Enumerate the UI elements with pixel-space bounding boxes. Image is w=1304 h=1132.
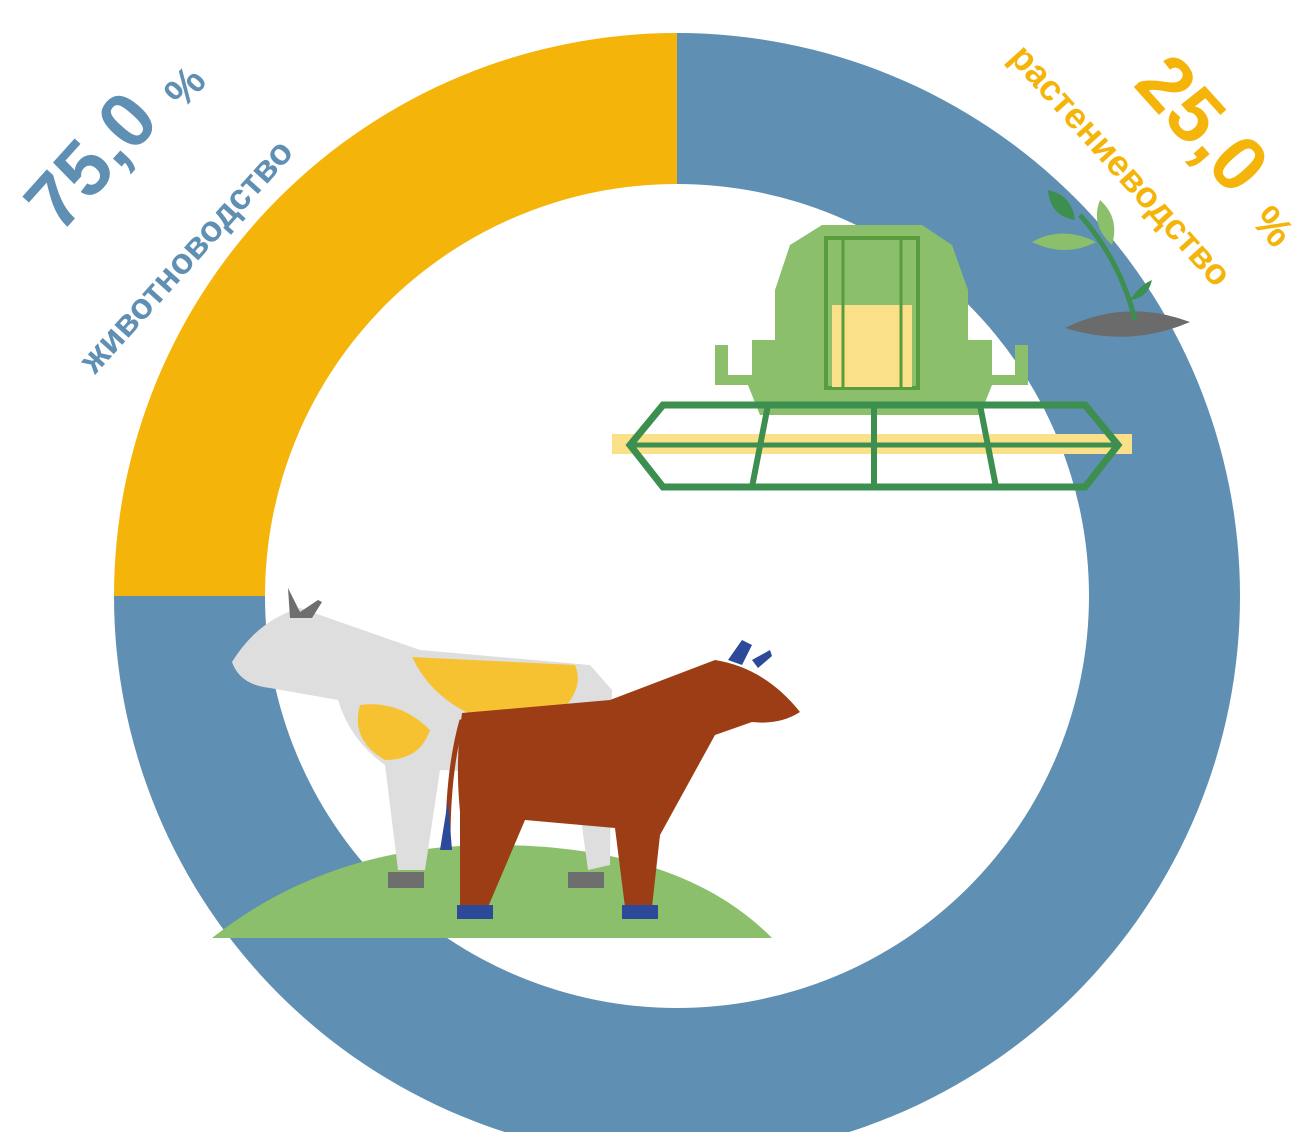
- slice-percent-crops: %: [1243, 197, 1303, 256]
- donut-slice-1: [114, 33, 677, 596]
- donut-slices: [114, 33, 1240, 1132]
- combine-harvester-icon: [612, 225, 1132, 491]
- plant-sprout-icon: [1032, 190, 1190, 337]
- slice-value-livestock: 75,0: [7, 75, 174, 247]
- slice-percent-livestock: %: [155, 57, 215, 116]
- cows-on-hill-icon: [212, 588, 800, 938]
